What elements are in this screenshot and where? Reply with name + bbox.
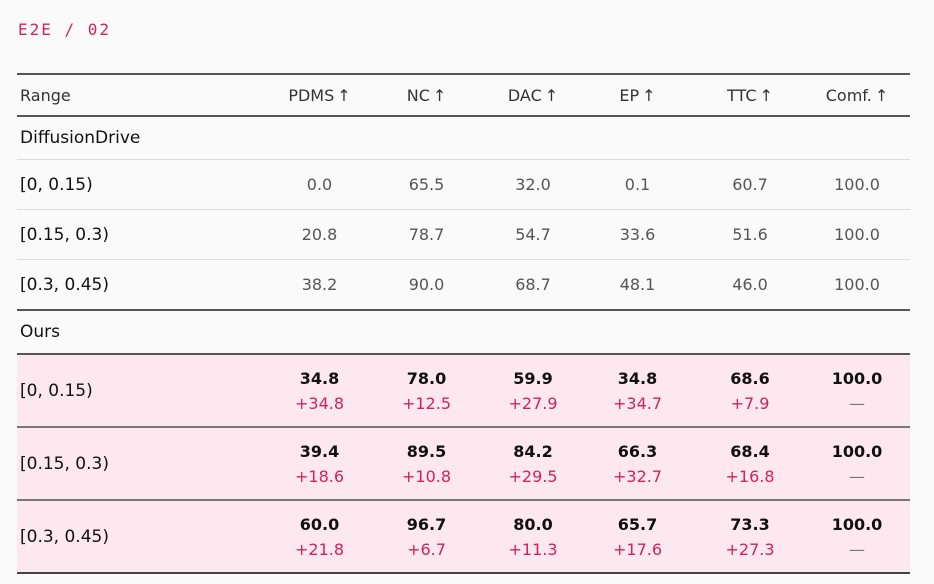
section-label-baseline: DiffusionDrive <box>17 117 910 160</box>
up-arrow-icon: ↑ <box>337 85 351 105</box>
col-header-dac: DAC ↑ <box>507 85 559 105</box>
results-table: Range PDMS ↑ NC ↑ DAC ↑ EP ↑ TTC ↑ Comf. ↑ Dif… <box>17 73 910 574</box>
col-header-nc: NC ↑ <box>406 85 447 105</box>
col-header-ep: EP ↑ <box>619 85 656 105</box>
up-arrow-icon: ↑ <box>544 85 559 105</box>
up-arrow-icon: ↑ <box>759 85 773 105</box>
table-header: Range PDMS ↑ NC ↑ DAC ↑ EP ↑ TTC ↑ Comf. ↑ <box>17 75 910 117</box>
up-arrow-icon: ↑ <box>432 85 447 105</box>
section-label-ours: Ours <box>17 311 910 355</box>
up-arrow-icon: ↑ <box>874 85 889 105</box>
table-row-highlighted: [0, 0.15) 34.8 +34.8 78.0 +12.5 59.9 +27.9 … <box>17 355 910 428</box>
table-row: [0.15, 0.3) 20.8 78.7 54.7 33.6 51.6 100… <box>17 210 910 260</box>
up-arrow-icon: ↑ <box>642 85 656 105</box>
table-row-highlighted: [0.15, 0.3) 39.4 +18.6 89.5 +10.8 84.2 +29.… <box>17 428 910 501</box>
col-header-ttc: TTC ↑ <box>727 85 773 105</box>
table-row: [0.3, 0.45) 38.2 90.0 68.7 48.1 46.0 100… <box>17 260 910 311</box>
table-row-highlighted: [0.3, 0.45) 60.0 +21.8 96.7 +6.7 80.0 +11.3… <box>17 501 910 572</box>
table-row: [0, 0.15) 0.0 65.5 32.0 0.1 60.7 100.0 <box>17 160 910 210</box>
col-header-range: Range <box>20 85 71 105</box>
page-eyebrow: E2E / 02 <box>18 20 112 39</box>
col-header-pdms: PDMS ↑ <box>288 85 351 105</box>
col-header-comf: Comf. ↑ <box>825 85 889 105</box>
